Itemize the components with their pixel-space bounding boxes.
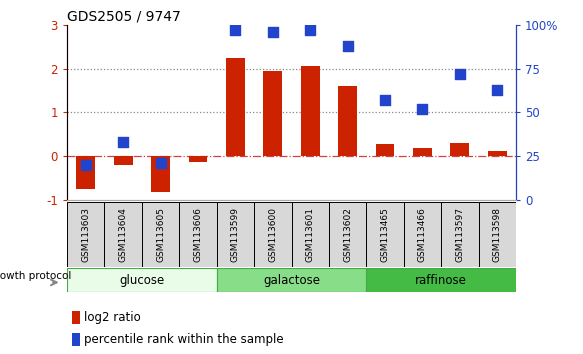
Bar xyxy=(338,86,357,156)
FancyBboxPatch shape xyxy=(292,202,329,267)
Text: growth protocol: growth protocol xyxy=(0,272,71,281)
Point xyxy=(493,87,502,92)
FancyBboxPatch shape xyxy=(67,202,104,267)
Point xyxy=(118,139,128,145)
Point xyxy=(231,27,240,33)
Text: GSM113466: GSM113466 xyxy=(418,207,427,262)
FancyBboxPatch shape xyxy=(403,202,441,267)
Bar xyxy=(151,156,170,192)
FancyBboxPatch shape xyxy=(179,202,217,267)
Bar xyxy=(451,143,469,156)
Point xyxy=(380,97,389,103)
Bar xyxy=(114,156,132,165)
Text: GSM113601: GSM113601 xyxy=(305,207,315,262)
Text: GSM113605: GSM113605 xyxy=(156,207,165,262)
Point xyxy=(268,29,278,35)
Point xyxy=(343,43,352,48)
FancyBboxPatch shape xyxy=(254,202,292,267)
Text: GSM113602: GSM113602 xyxy=(343,207,352,262)
Text: galactose: galactose xyxy=(263,274,320,286)
Text: GSM113604: GSM113604 xyxy=(119,207,128,262)
Text: log2 ratio: log2 ratio xyxy=(84,311,141,324)
FancyBboxPatch shape xyxy=(479,202,516,267)
Text: raffinose: raffinose xyxy=(415,274,467,286)
Text: GSM113465: GSM113465 xyxy=(381,207,389,262)
Point xyxy=(418,106,427,112)
Bar xyxy=(72,311,80,324)
FancyBboxPatch shape xyxy=(217,202,254,267)
Text: GSM113599: GSM113599 xyxy=(231,207,240,262)
Bar xyxy=(413,148,432,156)
Text: GSM113606: GSM113606 xyxy=(194,207,202,262)
Point xyxy=(305,27,315,33)
FancyBboxPatch shape xyxy=(366,268,516,292)
Point xyxy=(455,71,465,77)
Bar xyxy=(76,156,95,189)
FancyBboxPatch shape xyxy=(104,202,142,267)
Text: GSM113598: GSM113598 xyxy=(493,207,502,262)
Point xyxy=(81,162,90,168)
FancyBboxPatch shape xyxy=(441,202,479,267)
Text: GSM113603: GSM113603 xyxy=(81,207,90,262)
Text: GDS2505 / 9747: GDS2505 / 9747 xyxy=(67,10,181,24)
FancyBboxPatch shape xyxy=(67,268,217,292)
FancyBboxPatch shape xyxy=(366,202,403,267)
FancyBboxPatch shape xyxy=(217,268,366,292)
FancyBboxPatch shape xyxy=(329,202,366,267)
Bar xyxy=(264,71,282,156)
Bar xyxy=(226,58,245,156)
Bar xyxy=(488,150,507,156)
Bar xyxy=(375,144,394,156)
Bar xyxy=(301,67,319,156)
Text: GSM113597: GSM113597 xyxy=(455,207,464,262)
Text: glucose: glucose xyxy=(120,274,164,286)
Bar xyxy=(72,333,80,346)
Text: GSM113600: GSM113600 xyxy=(268,207,278,262)
FancyBboxPatch shape xyxy=(142,202,179,267)
Bar xyxy=(189,156,208,162)
Text: percentile rank within the sample: percentile rank within the sample xyxy=(84,333,284,346)
Point xyxy=(156,160,165,166)
